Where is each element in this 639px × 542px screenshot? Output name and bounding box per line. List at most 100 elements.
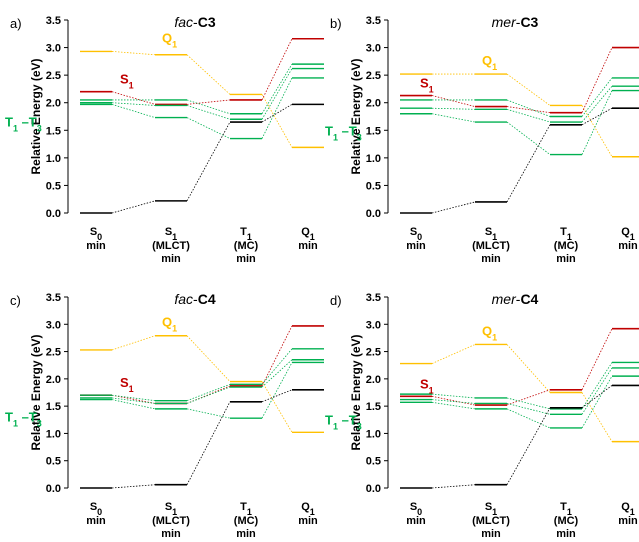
connector-T bbox=[261, 68, 293, 120]
x-tick-label: min bbox=[86, 240, 106, 252]
x-tick-label: min bbox=[406, 515, 426, 527]
connector-T bbox=[261, 348, 293, 385]
connector-T bbox=[506, 121, 551, 155]
connector-T bbox=[431, 399, 476, 404]
connector-T bbox=[506, 99, 551, 117]
connector-S1 bbox=[111, 91, 156, 105]
y-axis-label: Relative Energy (eV) bbox=[349, 334, 363, 450]
connector-Q1 bbox=[506, 344, 551, 393]
x-tick-label: (MLCT) bbox=[472, 240, 510, 252]
x-tick-label: (MLCT) bbox=[472, 515, 510, 527]
x-tick-label: min bbox=[298, 515, 318, 527]
connector-T bbox=[111, 102, 156, 106]
y-tick-label: 3.5 bbox=[46, 15, 61, 27]
connector-S0 bbox=[186, 401, 231, 485]
connector-T bbox=[581, 90, 613, 155]
q1-annotation: Q1 bbox=[162, 315, 177, 334]
connector-T bbox=[186, 408, 231, 419]
y-tick-label: 2.5 bbox=[366, 347, 381, 359]
connector-S1 bbox=[506, 106, 551, 114]
y-tick-label: 3.5 bbox=[366, 15, 381, 27]
y-tick-label: 3.0 bbox=[366, 43, 381, 55]
t1-t3-annotation: T1 –T3 bbox=[5, 114, 42, 133]
connector-S1 bbox=[111, 394, 156, 404]
connector-T bbox=[261, 63, 293, 114]
panel-label: b) bbox=[330, 16, 342, 31]
connector-T bbox=[431, 107, 476, 110]
y-tick-label: 0.5 bbox=[46, 180, 61, 192]
y-tick-label: 3.0 bbox=[46, 43, 61, 55]
x-tick-label: (MLCT) bbox=[152, 240, 190, 252]
y-tick-label: 3.5 bbox=[366, 292, 381, 304]
y-tick-label: 1.5 bbox=[46, 401, 61, 413]
y-tick-label: 2.5 bbox=[366, 70, 381, 82]
s1-annotation: S1 bbox=[120, 375, 134, 394]
connector-Q1 bbox=[186, 54, 231, 95]
x-tick-label: T1 bbox=[560, 501, 572, 517]
x-tick-label: Q1 bbox=[301, 226, 315, 242]
y-tick-label: 0.5 bbox=[46, 456, 61, 468]
x-tick-label: min bbox=[161, 528, 181, 540]
x-tick-label: S0 bbox=[90, 501, 102, 517]
connector-Q1 bbox=[581, 105, 613, 157]
panel-title: mer-C3 bbox=[492, 14, 539, 30]
y-tick-label: 0.0 bbox=[366, 483, 381, 495]
connector-S0 bbox=[111, 200, 156, 214]
y-tick-label: 1.5 bbox=[46, 125, 61, 137]
connector-S1 bbox=[186, 99, 231, 105]
connector-Q1 bbox=[261, 381, 293, 433]
x-tick-label: T1 bbox=[560, 226, 572, 242]
connector-S0 bbox=[506, 124, 551, 203]
connector-Q1 bbox=[431, 344, 476, 364]
y-axis-label: Relative Energy (eV) bbox=[29, 58, 43, 174]
connector-S0 bbox=[431, 201, 476, 214]
panel-title: mer-C4 bbox=[492, 291, 539, 307]
q1-annotation: Q1 bbox=[162, 30, 177, 49]
connector-S0 bbox=[261, 389, 293, 403]
y-tick-label: 3.0 bbox=[46, 319, 61, 331]
x-tick-label: min bbox=[618, 515, 638, 527]
connector-T bbox=[186, 117, 231, 139]
t1-t3-annotation: T1 –T3 bbox=[5, 410, 42, 429]
y-axis-label: Relative Energy (eV) bbox=[29, 334, 43, 450]
x-tick-label: Q1 bbox=[621, 501, 635, 517]
y-tick-label: 1.5 bbox=[366, 401, 381, 413]
x-tick-label: S0 bbox=[90, 226, 102, 242]
y-tick-label: 2.0 bbox=[366, 98, 381, 110]
y-tick-label: 2.0 bbox=[366, 374, 381, 386]
connector-Q1 bbox=[506, 73, 551, 106]
connector-T bbox=[261, 362, 293, 419]
x-tick-label: min bbox=[86, 515, 106, 527]
x-tick-label: S0 bbox=[410, 501, 422, 517]
connector-S1 bbox=[261, 38, 293, 101]
x-tick-label: min bbox=[236, 528, 256, 540]
connector-Q1 bbox=[111, 335, 156, 351]
x-tick-label: min bbox=[481, 528, 501, 540]
connector-T bbox=[431, 113, 476, 123]
x-tick-label: T1 bbox=[240, 226, 252, 242]
x-tick-label: S1 bbox=[485, 501, 497, 517]
x-tick-label: min bbox=[556, 528, 576, 540]
connector-S1 bbox=[431, 95, 476, 107]
panel-title: fac-C4 bbox=[174, 291, 215, 307]
x-tick-label: S1 bbox=[485, 226, 497, 242]
y-tick-label: 1.0 bbox=[46, 428, 61, 440]
connector-S0 bbox=[506, 407, 551, 485]
x-tick-label: Q1 bbox=[301, 501, 315, 517]
x-tick-label: min bbox=[406, 240, 426, 252]
connector-T bbox=[111, 394, 156, 402]
connector-T bbox=[581, 77, 613, 117]
connector-T bbox=[186, 386, 231, 404]
connector-S0 bbox=[111, 484, 156, 489]
x-tick-label: min bbox=[161, 253, 181, 265]
x-tick-label: min bbox=[236, 253, 256, 265]
connector-T bbox=[111, 103, 156, 118]
y-tick-label: 2.0 bbox=[46, 374, 61, 386]
y-tick-label: 3.5 bbox=[46, 292, 61, 304]
x-tick-label: S0 bbox=[410, 226, 422, 242]
connector-S1 bbox=[431, 395, 476, 406]
panel-label: d) bbox=[330, 293, 342, 308]
x-tick-label: min bbox=[298, 240, 318, 252]
x-tick-label: (MC) bbox=[554, 240, 579, 252]
